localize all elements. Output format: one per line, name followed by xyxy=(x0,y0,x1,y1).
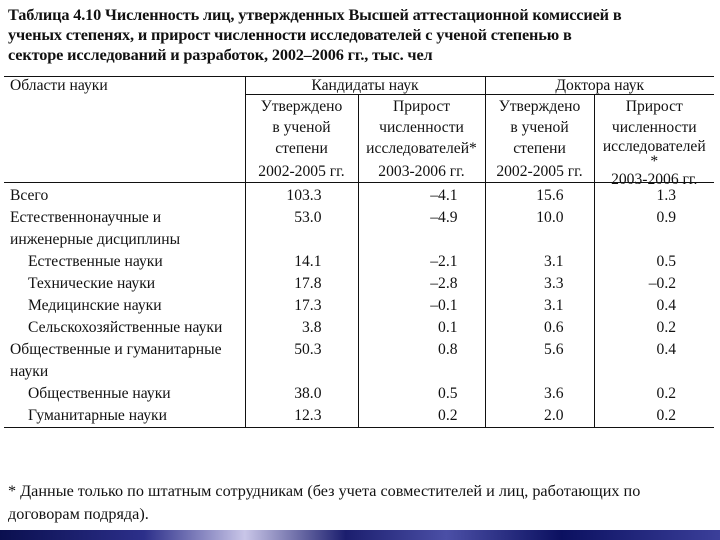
row-label: Общественные науки xyxy=(4,383,246,405)
cell-candidates-growth: 0.1 xyxy=(358,317,486,339)
cell-candidates-approved: 14.1 xyxy=(245,251,359,273)
cell-candidates-approved: 17.8 xyxy=(245,273,359,295)
cell-doctors-approved: 2.0 xyxy=(485,405,595,428)
row-label: Всего xyxy=(4,182,246,207)
statistics-table: Области науки Кандидаты наук Доктора нау… xyxy=(4,76,715,428)
footnote-line-2: договорам подряда). xyxy=(8,505,149,523)
row-label-text: Естественнонаучные и xyxy=(10,209,162,226)
cell-doctors-approved: 3.6 xyxy=(485,383,595,405)
subheader-line: исследователей xyxy=(602,138,706,155)
row-label: Естественнонаучные и инженерные дисципли… xyxy=(4,207,246,251)
cell-candidates-approved: 12.3 xyxy=(245,405,359,428)
subheader-line: Прирост xyxy=(392,98,451,115)
row-label: Гуманитарные науки xyxy=(4,405,246,428)
table-row: Гуманитарные науки 12.3 0.2 2.0 0.2 xyxy=(4,405,715,428)
row-label-text: Технические науки xyxy=(28,275,156,292)
cell-doctors-approved: 10.0 xyxy=(485,207,595,251)
cell-candidates-growth: 0.8 xyxy=(358,339,486,383)
cell-doctors-approved: 3.1 xyxy=(485,295,595,317)
table-row: Общественные и гуманитарные науки 50.3 0… xyxy=(4,339,714,383)
cell-candidates-growth: –2.1 xyxy=(358,251,486,273)
subheader-line: * xyxy=(650,153,659,170)
subheader-doctors-approved: Утверждено в ученой степени 2002-2005 гг… xyxy=(485,94,595,183)
cell-doctors-approved: 5.6 xyxy=(485,339,595,383)
row-label-text: Медицинские науки xyxy=(28,297,162,314)
subheader-line: степени xyxy=(275,140,328,157)
row-label-text: Гуманитарные науки xyxy=(28,407,167,424)
group-header-candidates: Кандидаты наук xyxy=(245,76,486,95)
subheader-line: степени xyxy=(513,140,566,157)
table-title: Таблица 4.10 Численность лиц, утвержденн… xyxy=(8,5,714,65)
group-header-doctors: Доктора наук xyxy=(485,76,715,95)
row-label-text: науки xyxy=(10,363,49,380)
subheader-period: 2002-2005 гг. xyxy=(258,163,345,180)
cell-doctors-growth: 0.2 xyxy=(656,385,677,402)
table-row: Естественные науки 14.1 –2.1 3.1 0.5 xyxy=(4,251,714,273)
subheader-period: 2003-2006 гг. xyxy=(378,163,465,180)
cell-candidates-growth: –0.1 xyxy=(358,295,486,317)
row-label-text: Общественные и гуманитарные xyxy=(10,341,222,358)
table-row: Технические науки 17.8 –2.8 3.3 –0.2 xyxy=(4,273,714,295)
cell-candidates-approved: 50.3 xyxy=(245,339,359,383)
table-row: Сельскохозяйственные науки 3.8 0.1 0.6 0… xyxy=(4,317,714,339)
subheader-line: исследователей* xyxy=(366,140,477,157)
table-row: Всего 103.3 –4.1 15.6 1.3 xyxy=(4,182,714,207)
areas-header: Области науки xyxy=(4,76,246,183)
cell-doctors-growth: 0.5 xyxy=(656,253,677,270)
subheader-line: численности xyxy=(379,119,464,136)
subheader-period: 2002-2005 гг. xyxy=(496,163,583,180)
cell-doctors-growth: 0.2 xyxy=(656,319,677,336)
subheader-line: численности xyxy=(611,119,697,136)
row-label-text: инженерные дисциплины xyxy=(10,231,181,248)
row-label: Общественные и гуманитарные науки xyxy=(4,339,246,383)
cell-candidates-approved: 17.3 xyxy=(245,295,359,317)
cell-doctors-approved: 15.6 xyxy=(485,182,595,207)
cell-candidates-approved: 103.3 xyxy=(245,182,359,207)
row-label-text: Естественные науки xyxy=(28,253,163,270)
subheader-candidates-approved: Утверждено в ученой степени 2002-2005 гг… xyxy=(245,94,359,183)
table-row: Естественнонаучные и инженерные дисципли… xyxy=(4,207,714,251)
cell-candidates-approved: 38.0 xyxy=(245,383,359,405)
cell-candidates-approved: 53.0 xyxy=(245,207,359,251)
subheader-doctors-growth: Прирост численности исследователей * 200… xyxy=(594,94,715,188)
cell-candidates-growth: 0.2 xyxy=(358,405,486,428)
footnote: * Данные только по штатным сотрудникам (… xyxy=(8,480,708,526)
cell-doctors-growth: 0.2 xyxy=(594,405,715,428)
table-row: Общественные науки 38.0 0.5 3.6 0.2 xyxy=(4,383,714,405)
subheader-period: 2003-2006 гг. xyxy=(611,171,698,188)
decorative-bottom-band xyxy=(0,530,720,540)
title-line-3: секторе исследований и разработок, 2002–… xyxy=(8,45,433,64)
cell-doctors-growth: 0.9 xyxy=(656,209,677,226)
cell-doctors-growth: –0.2 xyxy=(648,275,677,292)
cell-candidates-growth: 0.5 xyxy=(358,383,486,405)
table-row: Медицинские науки 17.3 –0.1 3.1 0.4 xyxy=(4,295,714,317)
cell-doctors-approved: 0.6 xyxy=(485,317,595,339)
cell-doctors-growth: 1.3 xyxy=(656,187,677,204)
row-label: Медицинские науки xyxy=(4,295,246,317)
subheader-candidates-growth: Прирост численности исследователей* 2003… xyxy=(358,94,486,183)
footnote-line-1: * Данные только по штатным сотрудникам (… xyxy=(8,482,641,500)
cell-doctors-growth: 0.4 xyxy=(656,341,677,358)
subheader-line: в ученой xyxy=(272,119,331,136)
cell-candidates-growth: –4.9 xyxy=(358,207,486,251)
row-label: Естественные науки xyxy=(4,251,246,273)
cell-candidates-growth: –4.1 xyxy=(358,182,486,207)
subheader-line: в ученой xyxy=(510,119,569,136)
subheader-line: Прирост xyxy=(625,98,683,115)
subheader-line: Утверждено xyxy=(260,98,343,115)
cell-doctors-approved: 3.1 xyxy=(485,251,595,273)
title-line-1: Таблица 4.10 Численность лиц, утвержденн… xyxy=(8,5,622,24)
cell-candidates-approved: 3.8 xyxy=(245,317,359,339)
row-label: Технические науки xyxy=(4,273,246,295)
row-label-text: Всего xyxy=(10,187,49,204)
cell-doctors-approved: 3.3 xyxy=(485,273,595,295)
row-label-text: Общественные науки xyxy=(28,385,171,402)
row-label-text: Сельскохозяйственные науки xyxy=(28,319,223,336)
row-label: Сельскохозяйственные науки xyxy=(4,317,246,339)
cell-doctors-growth: 0.4 xyxy=(656,297,677,314)
title-line-2: ученых степенях, и прирост численности и… xyxy=(8,25,572,44)
subheader-line: Утверждено xyxy=(498,98,581,115)
cell-candidates-growth: –2.8 xyxy=(358,273,486,295)
